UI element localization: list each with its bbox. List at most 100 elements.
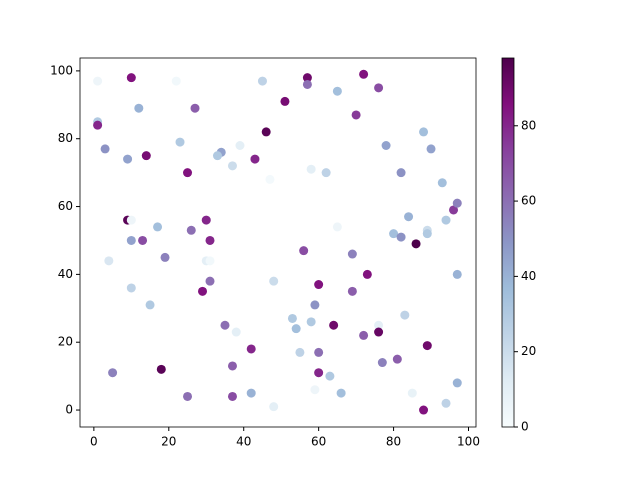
point bbox=[449, 205, 459, 215]
point bbox=[198, 286, 208, 296]
point bbox=[212, 151, 222, 161]
point bbox=[347, 249, 357, 259]
point bbox=[250, 154, 260, 164]
point bbox=[235, 141, 245, 151]
point bbox=[389, 229, 399, 239]
point bbox=[452, 378, 462, 388]
y-tick-label: 80 bbox=[58, 131, 73, 145]
point bbox=[310, 385, 320, 395]
point bbox=[257, 76, 267, 86]
point bbox=[452, 198, 462, 208]
point bbox=[452, 269, 462, 279]
point bbox=[441, 398, 451, 408]
point bbox=[100, 144, 110, 154]
point bbox=[396, 168, 406, 178]
point bbox=[108, 368, 118, 378]
point bbox=[205, 276, 215, 286]
point bbox=[310, 300, 320, 310]
point bbox=[175, 137, 185, 147]
x-tick-label: 40 bbox=[236, 435, 251, 449]
point bbox=[332, 86, 342, 96]
point bbox=[441, 215, 451, 225]
point bbox=[183, 168, 193, 178]
point bbox=[325, 371, 335, 381]
point bbox=[134, 103, 144, 113]
y-tick-label: 0 bbox=[65, 403, 73, 417]
x-tick-label: 0 bbox=[90, 435, 98, 449]
point bbox=[422, 341, 432, 351]
point bbox=[220, 320, 230, 330]
point bbox=[145, 300, 155, 310]
point bbox=[374, 320, 384, 330]
point bbox=[422, 229, 432, 239]
point bbox=[314, 280, 324, 290]
point bbox=[291, 324, 301, 334]
y-tick-label: 40 bbox=[58, 267, 73, 281]
colorbar bbox=[501, 57, 515, 428]
plot-frame bbox=[79, 57, 477, 428]
point bbox=[381, 141, 391, 151]
point bbox=[227, 391, 237, 401]
point bbox=[265, 174, 275, 184]
y-tick-label: 20 bbox=[58, 335, 73, 349]
point bbox=[201, 215, 211, 225]
x-tick-label: 80 bbox=[386, 435, 401, 449]
point bbox=[332, 222, 342, 232]
point bbox=[171, 76, 181, 86]
point bbox=[93, 76, 103, 86]
point bbox=[205, 235, 215, 245]
point bbox=[190, 103, 200, 113]
point bbox=[126, 215, 136, 225]
point bbox=[299, 246, 309, 256]
point bbox=[329, 320, 339, 330]
point bbox=[126, 73, 136, 83]
point bbox=[302, 73, 312, 83]
point bbox=[269, 276, 279, 286]
colorbar-tick-label: 60 bbox=[521, 194, 536, 208]
point bbox=[231, 327, 241, 337]
point bbox=[153, 222, 163, 232]
point bbox=[156, 364, 166, 374]
point bbox=[186, 225, 196, 235]
point bbox=[411, 239, 421, 249]
point bbox=[347, 286, 357, 296]
point bbox=[374, 83, 384, 93]
point bbox=[295, 347, 305, 357]
y-tick-label: 60 bbox=[58, 199, 73, 213]
point bbox=[227, 161, 237, 171]
point bbox=[141, 151, 151, 161]
point bbox=[392, 354, 402, 364]
point bbox=[419, 405, 429, 415]
point bbox=[93, 120, 103, 130]
point bbox=[306, 164, 316, 174]
point bbox=[302, 79, 312, 89]
colorbar-tick-label: 20 bbox=[521, 344, 536, 358]
x-tick-label: 60 bbox=[311, 435, 326, 449]
point bbox=[400, 310, 410, 320]
point bbox=[246, 344, 256, 354]
point bbox=[426, 144, 436, 154]
point bbox=[227, 361, 237, 371]
point bbox=[404, 212, 414, 222]
point bbox=[336, 388, 346, 398]
point bbox=[246, 388, 256, 398]
point bbox=[126, 283, 136, 293]
point bbox=[359, 69, 369, 79]
point bbox=[126, 235, 136, 245]
point bbox=[104, 256, 114, 266]
x-tick-label: 100 bbox=[457, 435, 480, 449]
y-tick-label: 100 bbox=[50, 63, 73, 77]
point bbox=[205, 256, 215, 266]
point bbox=[351, 110, 361, 120]
point bbox=[437, 178, 447, 188]
colorbar-tick-label: 0 bbox=[521, 420, 529, 434]
colorbar-tick-label: 80 bbox=[521, 118, 536, 132]
point bbox=[261, 127, 271, 137]
x-tick-label: 20 bbox=[161, 435, 176, 449]
point bbox=[362, 269, 372, 279]
point bbox=[160, 252, 170, 262]
point bbox=[306, 317, 316, 327]
point bbox=[314, 368, 324, 378]
